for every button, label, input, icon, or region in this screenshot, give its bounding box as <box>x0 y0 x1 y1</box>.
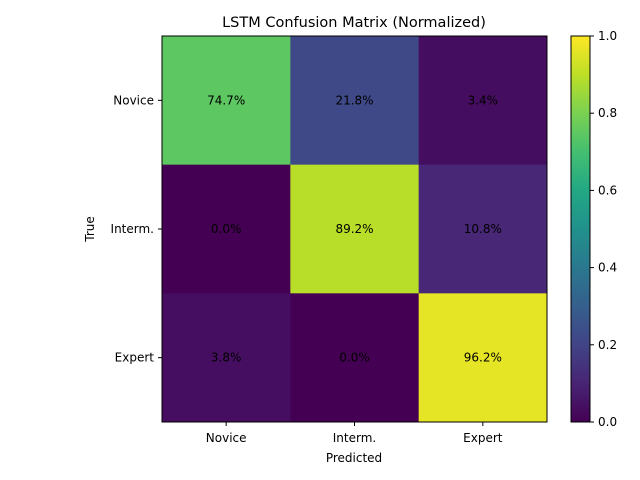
cell-value-label-1-2: 10.8% <box>464 222 502 236</box>
cell-value-labels: 74.7% 21.8% 3.4% 0.0% 89.2% 10.8% 3.8% 0.0% 96.2… <box>207 93 502 364</box>
x-axis-label: Predicted <box>326 451 382 465</box>
y-tick-label-1: Interm. <box>111 222 154 236</box>
heatmap-cell-1-0 <box>162 164 291 294</box>
colorbar-tick-label-4: 0.8 <box>598 106 617 120</box>
y-axis-label: True <box>83 216 97 243</box>
cell-value-label-0-1: 21.8% <box>335 93 373 107</box>
x-tick-label-2: Expert <box>463 431 503 445</box>
cell-value-label-2-1: 0.0% <box>339 351 370 365</box>
colorbar-tick-label-2: 0.4 <box>598 261 617 275</box>
heatmap-cell-1-1 <box>290 164 420 294</box>
colorbar-tick-label-1: 0.2 <box>598 338 617 352</box>
cell-value-label-1-0: 0.0% <box>211 222 242 236</box>
colorbar <box>570 35 591 423</box>
colorbar-tick-label-5: 1.0 <box>598 29 617 43</box>
cell-value-label-1-1: 89.2% <box>335 222 373 236</box>
colorbar-ticks: 0.0 0.2 0.4 0.6 0.8 1.0 <box>590 29 617 429</box>
colorbar-tick-label-3: 0.6 <box>598 183 617 197</box>
colorbar-tick-label-0: 0.0 <box>598 415 617 429</box>
heatmap-cell-0-0 <box>162 36 291 166</box>
cell-value-label-2-2: 96.2% <box>464 351 502 365</box>
y-axis-ticks: Novice Interm. Expert <box>111 93 162 365</box>
heatmap-cell-2-1 <box>290 293 420 423</box>
heatmap-cells <box>162 36 548 423</box>
cell-value-label-2-0: 3.8% <box>211 351 242 365</box>
cell-value-label-0-2: 3.4% <box>468 93 499 107</box>
chart-title: LSTM Confusion Matrix (Normalized) <box>222 15 486 31</box>
heatmap-cell-2-0 <box>162 293 291 423</box>
x-axis-ticks: Novice Interm. Expert <box>206 422 503 445</box>
heatmap-cell-1-2 <box>418 164 548 294</box>
cell-value-label-0-0: 74.7% <box>207 93 245 107</box>
x-tick-label-0: Novice <box>206 431 247 445</box>
heatmap-cell-0-2 <box>418 36 548 166</box>
x-tick-label-1: Interm. <box>333 431 376 445</box>
heatmap-cell-2-2 <box>418 293 548 423</box>
heatmap-cell-0-1 <box>290 36 420 166</box>
y-tick-label-2: Expert <box>115 351 155 365</box>
y-tick-label-0: Novice <box>113 93 154 107</box>
